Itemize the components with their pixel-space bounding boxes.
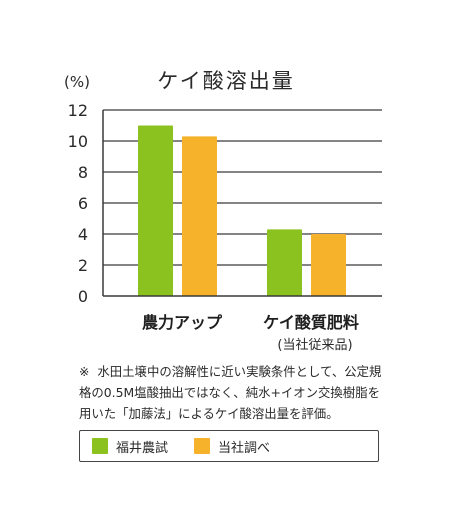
category-label: 農力アップ	[142, 313, 223, 332]
legend-item-company: 当社調べ	[194, 437, 270, 456]
bar	[138, 125, 173, 296]
legend-label: 当社調べ	[218, 440, 271, 456]
category-label: ケイ酸質肥料	[263, 313, 359, 332]
y-tick-label: 12	[68, 101, 88, 120]
y-tick-label: 0	[78, 287, 88, 306]
bar	[182, 136, 217, 296]
legend: 福井農試 当社調べ	[79, 430, 379, 462]
y-tick-label: 6	[78, 194, 88, 213]
legend-swatch-orange	[194, 438, 211, 454]
y-tick-label: 10	[68, 132, 88, 151]
legend-swatch-green	[92, 438, 108, 454]
y-tick-label: 4	[78, 225, 88, 244]
footnote-text: 水田土壌中の溶解性に近い実験条件として、公定規格の0.5M塩酸抽出ではなく、純水…	[79, 364, 382, 421]
y-tick-labels: 0 2 4 6 8 10 12	[68, 101, 88, 306]
footnote-mark: ※	[79, 364, 90, 379]
legend-item-fukui: 福井農試	[92, 437, 168, 456]
bar-chart: ケイ酸溶出量 (%) 0 2 4 6 8 10 12 農力アップ ケイ酸質肥料 (当社従来品)	[64, 69, 382, 353]
y-tick-label: 8	[78, 163, 88, 182]
category-sublabel: (当社従来品)	[277, 337, 352, 353]
y-tick-label: 2	[78, 256, 88, 275]
bar	[267, 229, 302, 296]
y-axis-unit: (%)	[64, 73, 90, 91]
legend-label: 福井農試	[116, 440, 169, 456]
bar	[311, 234, 346, 296]
chart-title: ケイ酸溶出量	[157, 69, 295, 93]
category-labels: 農力アップ ケイ酸質肥料 (当社従来品)	[142, 313, 359, 353]
footnote: ※ 水田土壌中の溶解性に近い実験条件として、公定規格の0.5M塩酸抽出ではなく、純…	[79, 361, 391, 424]
bars	[138, 125, 346, 296]
